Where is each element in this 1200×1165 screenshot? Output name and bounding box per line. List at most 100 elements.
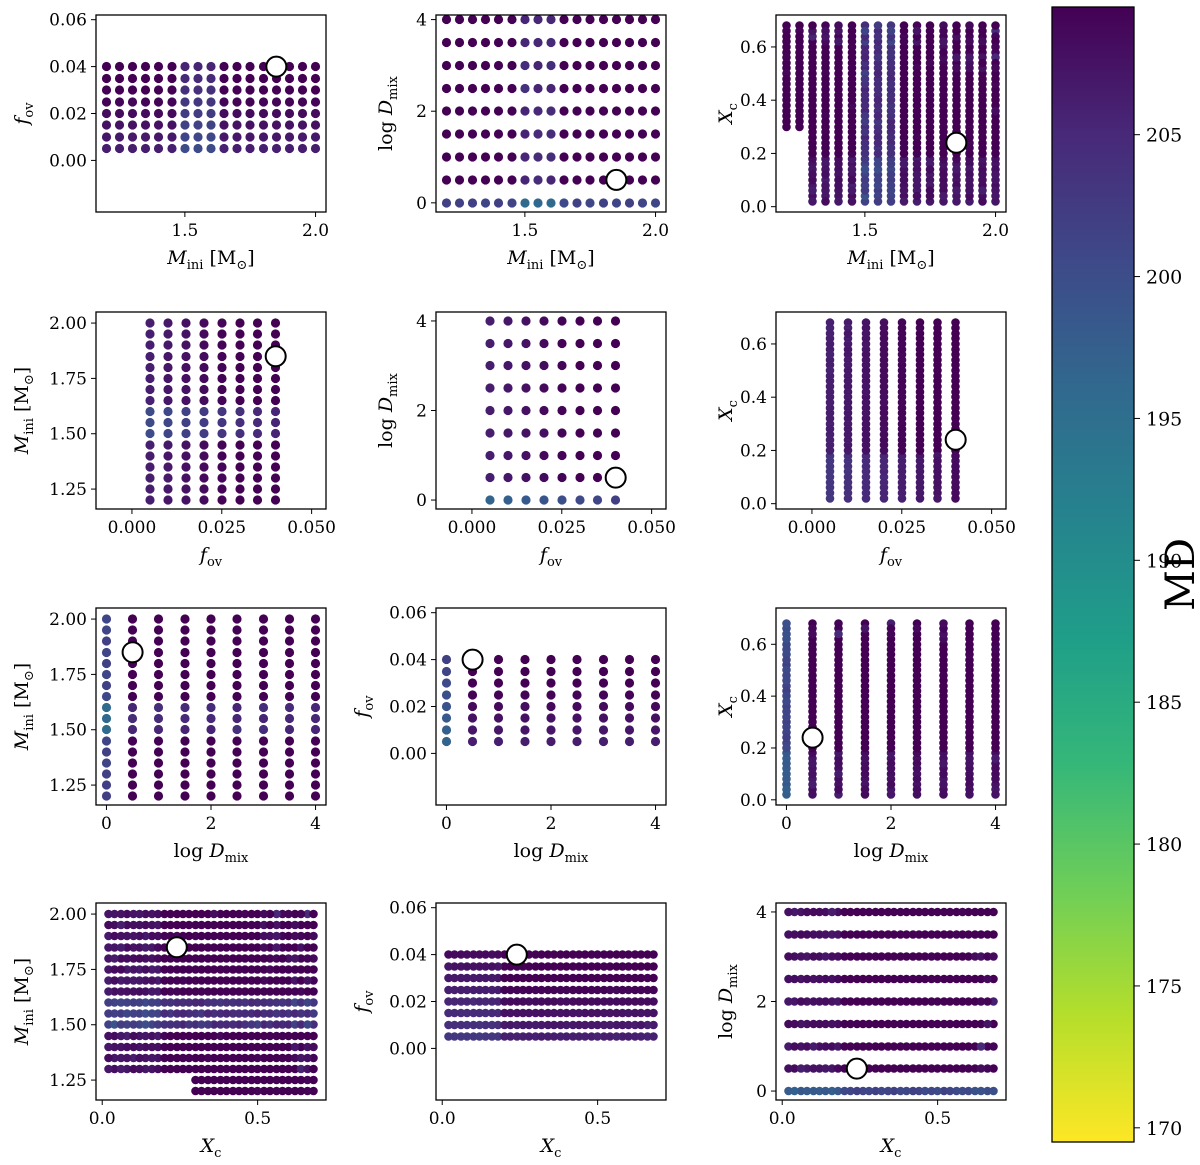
model-point xyxy=(978,138,987,148)
model-point xyxy=(297,85,308,95)
model-point xyxy=(147,987,157,996)
model-point xyxy=(104,1064,113,1074)
model-point xyxy=(834,629,843,639)
axis-label-log-D-mix: log Dmix xyxy=(514,840,589,866)
model-point xyxy=(546,60,556,71)
model-point xyxy=(833,997,843,1006)
model-point xyxy=(864,1019,874,1029)
model-point xyxy=(593,985,602,995)
model-point xyxy=(129,909,138,919)
x-tick-label: 0.000 xyxy=(788,518,837,538)
model-point xyxy=(908,930,918,939)
model-point xyxy=(503,495,513,505)
model-point xyxy=(939,619,948,628)
model-point xyxy=(480,37,491,48)
model-point xyxy=(101,73,112,84)
model-point xyxy=(163,329,173,339)
model-point xyxy=(897,472,907,482)
model-point xyxy=(203,976,213,985)
model-point xyxy=(585,175,595,185)
model-point xyxy=(630,1008,640,1018)
model-point xyxy=(637,129,648,139)
model-point xyxy=(808,790,817,799)
model-point xyxy=(206,669,216,680)
model-point xyxy=(234,1053,244,1063)
model-point xyxy=(481,962,490,971)
model-point xyxy=(272,954,281,963)
model-point xyxy=(927,1086,936,1096)
model-point xyxy=(991,743,1000,753)
model-point xyxy=(575,316,585,326)
model-point xyxy=(296,1053,306,1063)
model-point xyxy=(216,954,225,963)
scatter-points xyxy=(782,619,1000,799)
model-point xyxy=(265,998,275,1007)
scatter-points xyxy=(825,318,960,503)
model-point xyxy=(222,1075,231,1085)
model-point xyxy=(193,120,203,130)
model-point xyxy=(140,85,151,95)
model-point xyxy=(897,387,907,397)
model-point xyxy=(444,997,453,1006)
model-point xyxy=(258,791,269,801)
model-point xyxy=(481,1020,490,1030)
model-point xyxy=(153,143,164,154)
y-tick-label: 4 xyxy=(756,903,767,923)
model-point xyxy=(441,666,452,677)
y-tick-label: 1.75 xyxy=(49,369,87,389)
model-point xyxy=(908,907,918,917)
model-point xyxy=(991,106,1000,116)
model-point xyxy=(247,1064,256,1074)
model-point xyxy=(122,987,132,996)
model-point xyxy=(469,1032,478,1041)
model-point xyxy=(852,952,862,961)
model-point xyxy=(840,1086,849,1096)
model-point xyxy=(546,701,556,712)
model-point xyxy=(247,1075,256,1085)
model-point xyxy=(925,37,935,46)
x-tick-label: 1.5 xyxy=(851,221,878,241)
model-point xyxy=(809,1086,818,1096)
model-point xyxy=(450,1020,459,1030)
model-point xyxy=(592,383,603,393)
model-point xyxy=(135,931,144,941)
model-point xyxy=(145,329,155,339)
model-point xyxy=(217,362,227,373)
model-point xyxy=(193,85,203,95)
model-point xyxy=(914,1064,924,1073)
model-point xyxy=(303,1020,312,1029)
model-point xyxy=(441,713,452,723)
model-point xyxy=(939,952,949,961)
model-point xyxy=(908,974,918,984)
model-point xyxy=(203,1009,213,1018)
model-point xyxy=(886,722,896,732)
y-tick-label: 0 xyxy=(416,194,427,214)
model-point xyxy=(562,1008,571,1018)
model-point xyxy=(834,650,843,659)
model-point xyxy=(580,962,590,971)
model-point xyxy=(861,435,871,445)
model-point xyxy=(303,1009,312,1018)
svg-text:fov: fov xyxy=(198,544,223,570)
model-point xyxy=(153,998,163,1007)
model-point xyxy=(206,758,216,768)
model-point xyxy=(815,997,824,1006)
model-point xyxy=(153,702,164,713)
y-tick-label: 0.0 xyxy=(740,791,767,811)
model-point xyxy=(206,73,216,84)
model-point xyxy=(912,26,922,36)
model-point xyxy=(991,697,1000,706)
model-point xyxy=(441,736,452,747)
model-point xyxy=(624,973,633,983)
model-point xyxy=(309,976,318,985)
model-point xyxy=(520,15,530,25)
model-point xyxy=(167,85,177,95)
model-point xyxy=(507,175,517,185)
model-point xyxy=(546,690,556,700)
model-point xyxy=(135,976,144,985)
model-point xyxy=(976,1019,986,1029)
model-point xyxy=(889,1086,899,1096)
model-point xyxy=(861,387,871,397)
model-point xyxy=(533,37,543,48)
y-tick-label: 1.50 xyxy=(49,425,87,445)
